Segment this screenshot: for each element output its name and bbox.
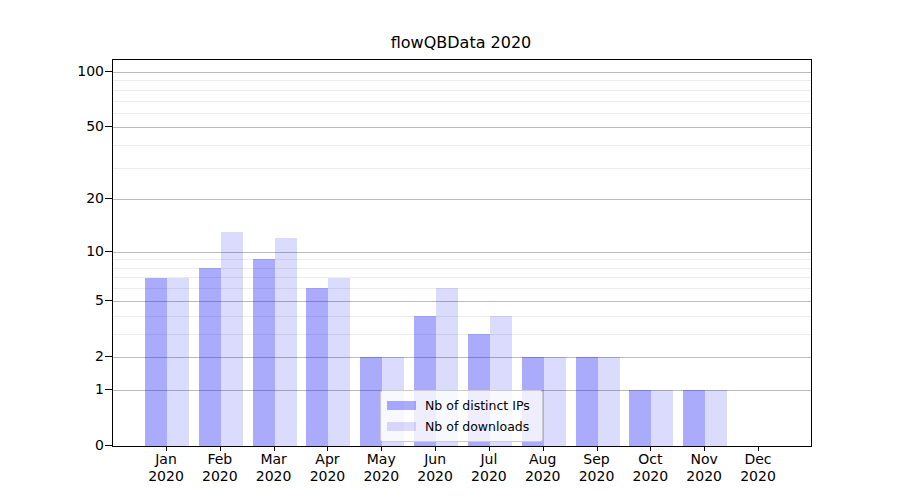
bar-distinct-ips [360,357,382,446]
y-tick-mark [105,198,112,199]
plot-area [112,59,812,447]
bar-distinct-ips [145,278,167,447]
grid-line-major [113,72,811,73]
legend: Nb of distinct IPs Nb of downloads [380,390,543,442]
bar-downloads [705,390,727,446]
bar-distinct-ips [576,357,598,446]
grid-line-minor [113,113,811,114]
legend-swatch-downloads [387,422,416,431]
bar-downloads [275,238,297,446]
legend-label-distinct-ips: Nb of distinct IPs [425,398,530,413]
x-tick-label: Oct2020 [622,451,678,485]
x-tick-label: May2020 [353,451,409,485]
bar-downloads [544,357,566,446]
legend-item-downloads: Nb of downloads [387,417,534,435]
grid-line-minor [113,101,811,102]
bar-downloads [651,390,673,446]
y-tick-mark [105,300,112,301]
grid-line-minor [113,90,811,91]
legend-swatch-distinct-ips [387,401,416,410]
grid-line-major [113,252,811,253]
y-tick-mark [105,126,112,127]
y-tick-label: 2 [0,347,104,365]
grid-line-minor [113,259,811,260]
grid-line-minor [113,145,811,146]
x-tick-label: Aug2020 [515,451,571,485]
x-tick-label: Jul2020 [461,451,517,485]
x-tick-label: Feb2020 [192,451,248,485]
legend-item-distinct-ips: Nb of distinct IPs [387,396,534,414]
grid-line-major [113,127,811,128]
y-tick-label: 50 [0,117,104,135]
legend-label-downloads: Nb of downloads [425,419,529,434]
bar-distinct-ips [199,268,221,446]
x-tick-label: Nov2020 [676,451,732,485]
y-tick-mark [105,251,112,252]
bar-distinct-ips [306,288,328,446]
y-tick-label: 5 [0,291,104,309]
x-tick-label: Apr2020 [299,451,355,485]
bar-downloads [167,278,189,447]
y-tick-label: 1 [0,380,104,398]
bar-downloads [598,357,620,446]
x-tick-label: Dec2020 [730,451,786,485]
grid-line-minor [113,80,811,81]
y-tick-label: 10 [0,242,104,260]
figure: flowQBData 2020 0 1 2 5 10 20 50 100 Jan2020Feb… [0,0,900,500]
y-tick-label: 20 [0,189,104,207]
x-tick-label: Jun2020 [407,451,463,485]
grid-line-major [113,199,811,200]
y-tick-mark [105,356,112,357]
x-tick-label: Jan2020 [138,451,194,485]
bar-distinct-ips [253,259,275,446]
bar-downloads [328,278,350,447]
chart-title: flowQBData 2020 [112,33,810,52]
bar-distinct-ips [629,390,651,446]
y-tick-mark [105,445,112,446]
x-tick-label: Mar2020 [246,451,302,485]
y-tick-mark [105,71,112,72]
grid-line-minor [113,168,811,169]
bar-downloads [221,232,243,446]
y-tick-mark [105,389,112,390]
y-tick-label: 0 [0,436,104,454]
y-tick-label: 100 [0,62,104,80]
bar-distinct-ips [683,390,705,446]
x-tick-label: Sep2020 [569,451,625,485]
